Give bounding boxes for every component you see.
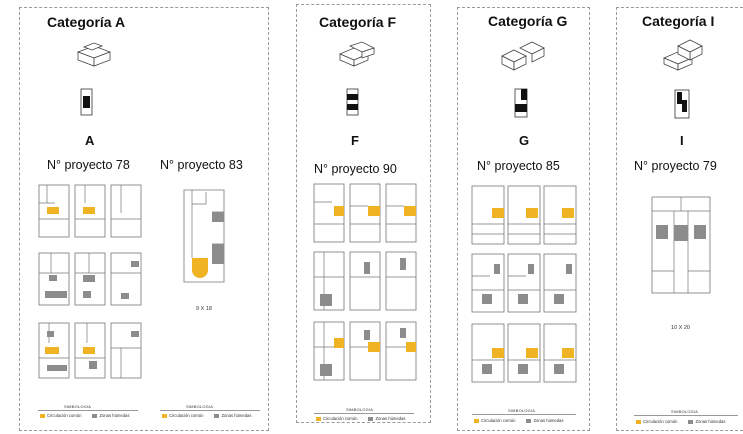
legend-label: Circulación común <box>47 413 82 418</box>
wet-zone-swatch <box>526 418 532 423</box>
isometric-volume-icon <box>338 41 376 67</box>
legend-label: Zonas húmedas <box>99 413 130 418</box>
legend: Circulación común Zonas húmedas <box>316 416 405 421</box>
legend: Circulación común Zonas húmedas <box>162 413 251 418</box>
category-letter: I <box>680 133 684 148</box>
wet-zone-swatch <box>688 419 694 424</box>
floor-plan-grid <box>38 184 142 379</box>
dimension-label: 9 X 18 <box>196 306 212 312</box>
legend-title: SIMBOLOGIA <box>64 404 92 409</box>
legend: Circulación común Zonas húmedas <box>636 419 725 424</box>
floor-plan-grid <box>313 183 417 381</box>
legend-divider <box>38 410 138 411</box>
floor-plan-grid <box>471 185 577 383</box>
legend-label: Circulación común <box>643 419 678 424</box>
legend-divider <box>472 414 576 415</box>
isometric-volume-icon <box>501 41 545 71</box>
typology-plan-icon <box>674 89 690 119</box>
typology-plan-icon <box>80 88 93 116</box>
project-label: N° proyecto 79 <box>634 159 717 173</box>
category-title: Categoría I <box>642 13 715 29</box>
category-title: Categoría F <box>319 14 397 30</box>
circulation-swatch <box>474 418 479 423</box>
wet-zone-swatch <box>368 416 374 421</box>
dimension-label: 10 X 20 <box>671 325 690 331</box>
legend-divider <box>160 410 260 411</box>
legend-label: Zonas húmedas <box>375 416 406 421</box>
wet-zone-swatch <box>92 413 98 418</box>
project-label: N° proyecto 90 <box>314 162 397 176</box>
legend-label: Zonas húmedas <box>221 413 252 418</box>
legend: Circulación común Zonas húmedas <box>40 413 129 418</box>
legend-title: SIMBOLOGIA <box>508 408 536 413</box>
floor-plan-large <box>183 189 225 283</box>
typology-plan-icon <box>346 88 359 116</box>
category-letter: A <box>85 133 95 148</box>
legend-label: Zonas húmedas <box>533 418 564 423</box>
legend-divider <box>634 415 738 416</box>
legend-title: SIMBOLOGIA <box>346 407 374 412</box>
legend-label: Circulación común <box>169 413 204 418</box>
category-title: Categoría G <box>488 13 568 29</box>
legend-label: Circulación común <box>481 418 516 423</box>
legend: Circulación común Zonas húmedas <box>474 418 563 423</box>
category-letter: G <box>519 133 530 148</box>
circulation-swatch <box>40 413 45 418</box>
legend-label: Circulación común <box>323 416 358 421</box>
project-label: N° proyecto 83 <box>160 158 243 172</box>
isometric-volume-icon <box>76 42 112 67</box>
legend-title: SIMBOLOGIA <box>671 409 699 414</box>
circulation-swatch <box>636 419 641 424</box>
wet-zone-swatch <box>214 413 220 418</box>
legend-divider <box>314 413 414 414</box>
project-label: N° proyecto 85 <box>477 159 560 173</box>
legend-title: SIMBOLOGIA <box>186 404 214 409</box>
category-title: Categoría A <box>47 14 126 30</box>
project-label: N° proyecto 78 <box>47 158 130 172</box>
typology-plan-icon <box>514 88 528 118</box>
circulation-swatch <box>162 413 167 418</box>
isometric-volume-icon <box>662 39 703 71</box>
category-letter: F <box>351 133 359 148</box>
legend-label: Zonas húmedas <box>695 419 726 424</box>
floor-plan-large <box>651 196 711 294</box>
circulation-swatch <box>316 416 321 421</box>
